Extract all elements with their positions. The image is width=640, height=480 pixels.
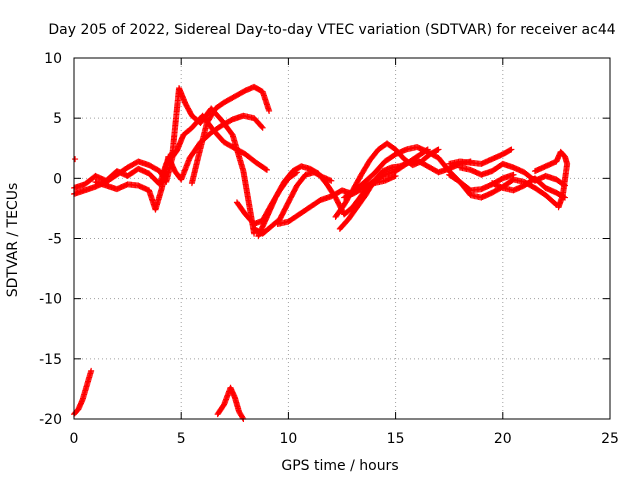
y-tick-label: 0: [53, 171, 62, 187]
x-tick-label: 0: [70, 431, 79, 447]
data-point: [259, 124, 266, 131]
y-tick-label: 5: [53, 111, 62, 127]
data-point: [263, 166, 270, 173]
series-track-12: [446, 146, 515, 167]
data-point: [434, 147, 441, 154]
y-axis-label: SDTVAR / TECUs: [5, 183, 21, 298]
x-tick-label: 25: [601, 431, 619, 447]
chart-title: Day 205 of 2022, Sidereal Day-to-day VTE…: [48, 22, 615, 38]
data-point: [392, 172, 399, 179]
x-tick-label: 15: [387, 431, 405, 447]
data-point: [72, 156, 79, 163]
grid-lines: [74, 58, 610, 419]
series-track-17: [71, 367, 95, 418]
x-axis-label: GPS time / hours: [281, 458, 398, 474]
data-point: [239, 414, 246, 421]
x-tick-label: 20: [494, 431, 512, 447]
y-tick-label: -20: [39, 412, 62, 428]
data-point: [258, 123, 265, 130]
data-points: [71, 83, 571, 422]
data-point: [266, 107, 273, 114]
plot-frame: [73, 57, 611, 420]
series-track-16: [531, 148, 571, 211]
x-tick-label: 5: [177, 431, 186, 447]
series-outlier: [72, 156, 79, 163]
y-tick-label: 10: [44, 51, 62, 67]
data-point: [555, 204, 562, 211]
x-tick-label: 10: [279, 431, 297, 447]
data-point: [507, 147, 514, 154]
data-point: [262, 166, 269, 173]
series-track-18: [214, 384, 247, 422]
data-point: [328, 177, 335, 184]
series-track-4: [188, 83, 273, 187]
data-point: [508, 146, 515, 153]
series-track-13: [446, 171, 560, 208]
data-point: [435, 146, 442, 153]
data-point: [88, 367, 95, 374]
series-track-15: [489, 175, 568, 201]
y-tick-label: -15: [39, 352, 62, 368]
y-tick-label: -5: [48, 232, 62, 248]
y-tick-label: -10: [39, 292, 62, 308]
